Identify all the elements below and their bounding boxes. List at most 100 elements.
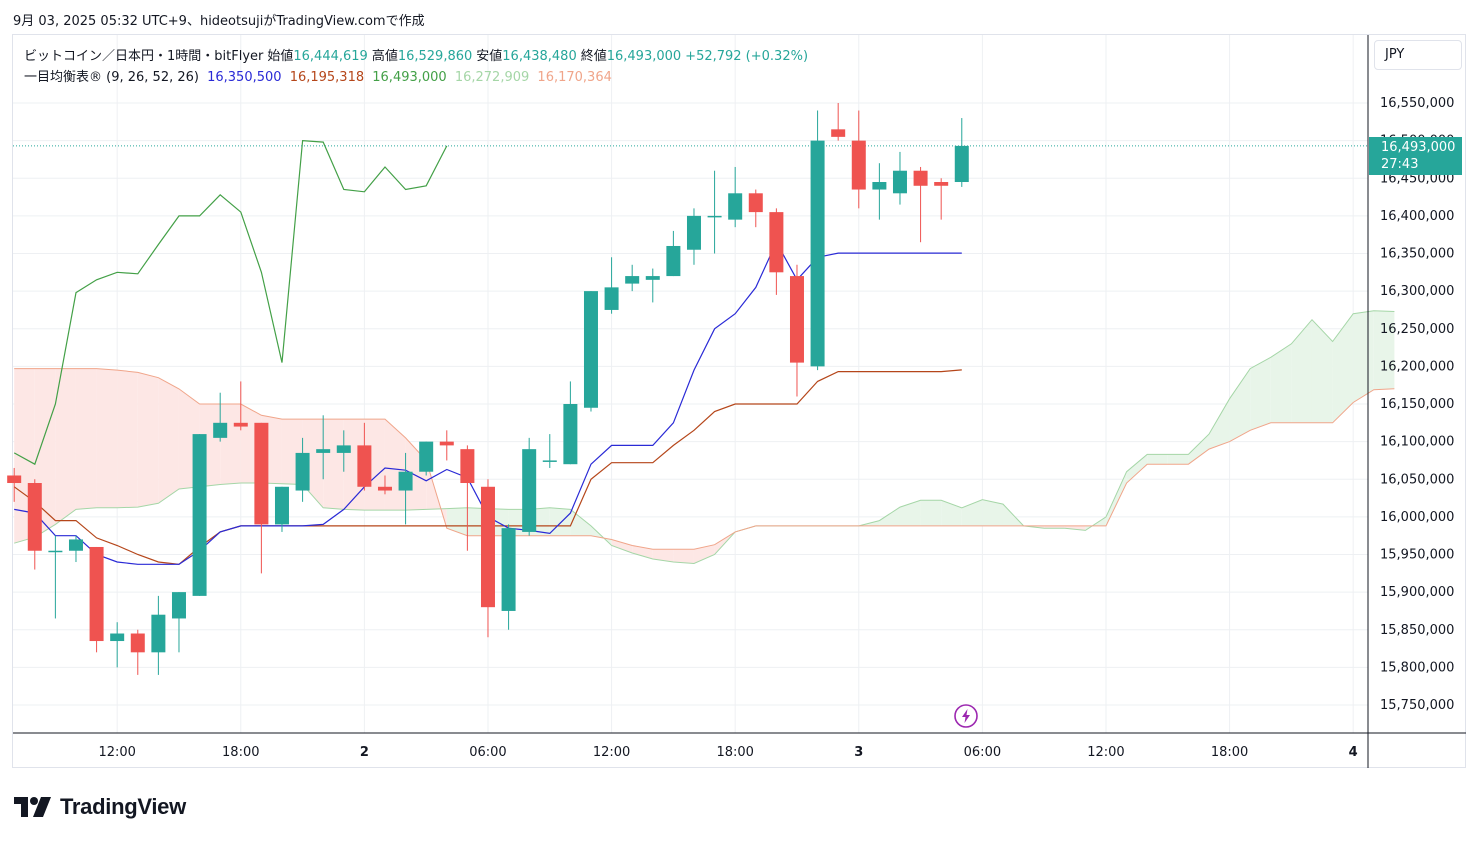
last-price-value: 16,493,000 [1381, 140, 1456, 155]
candle-body [254, 422, 269, 525]
cloud-segment [941, 500, 962, 526]
cloud-segment [652, 549, 674, 563]
candle-body [27, 483, 42, 551]
cloud-segment [1332, 313, 1354, 423]
indicator-legend[interactable]: 一目均衡表® (9, 26, 52, 26) 16,350,500 16,195… [24, 66, 616, 85]
candle-down [254, 422, 269, 574]
candle-down [357, 422, 372, 491]
candles [7, 103, 969, 675]
chikou-value: 16,493,000 [372, 70, 447, 85]
currency-button[interactable]: JPY [1374, 40, 1462, 70]
y-tick-label: 16,150,000 [1380, 397, 1454, 412]
y-tick-label: 15,750,000 [1380, 698, 1454, 713]
flash-icon[interactable] [953, 703, 979, 729]
candle-up [213, 392, 228, 442]
cloud-segment [570, 509, 591, 536]
candle-up [810, 110, 825, 371]
candle-body [151, 614, 166, 653]
candle-down [439, 430, 454, 461]
cloud-segment [982, 499, 1003, 526]
cloud-segment [590, 525, 612, 546]
y-tick-label: 16,100,000 [1380, 435, 1454, 450]
cloud-segment [96, 368, 118, 508]
candle-down [130, 629, 145, 675]
y-tick-label: 16,200,000 [1380, 359, 1454, 374]
close-value: 16,493,000 [606, 49, 682, 64]
y-tick-label: 15,800,000 [1380, 660, 1454, 675]
candle-body [728, 193, 743, 220]
y-tick-label: 16,550,000 [1380, 96, 1454, 111]
cloud-segment [1311, 319, 1333, 423]
y-tick-label: 16,250,000 [1380, 322, 1454, 337]
candle-body [789, 276, 804, 363]
span-a-line [14, 310, 1395, 565]
candle-up [419, 441, 434, 476]
candle-up [295, 437, 310, 502]
y-tick-label: 15,900,000 [1380, 585, 1454, 600]
cloud-segment [1250, 357, 1271, 431]
span-b-value: 16,170,364 [537, 70, 612, 85]
candle-body [686, 215, 701, 250]
candle-body [274, 486, 289, 525]
open-label: 始値 [267, 49, 294, 64]
x-tick-label: 06:00 [469, 745, 506, 760]
y-tick-label: 16,000,000 [1380, 510, 1454, 525]
y-tick-label: 16,350,000 [1380, 247, 1454, 262]
candle-body [831, 129, 846, 137]
high-label: 高値 [371, 49, 398, 64]
candle-body [48, 550, 63, 553]
y-tick-label: 15,850,000 [1380, 623, 1454, 638]
cloud-segment [137, 372, 159, 508]
cloud-segment [1147, 454, 1168, 465]
cloud-segment [158, 377, 179, 504]
candle-body [233, 422, 248, 427]
cloud-segment [1064, 525, 1086, 531]
cloud-segment [1291, 319, 1312, 423]
tradingview-logo[interactable]: TradingView [14, 794, 186, 820]
axes: 15,750,000 15,800,000 15,850,000 15,900,000… [13, 35, 1466, 768]
candle-down [89, 546, 104, 653]
tradingview-logo-icon [14, 797, 51, 817]
candle-up [563, 381, 578, 465]
symbol-legend[interactable]: ビットコイン／日本円・1時間・bitFlyer 始値16,444,619 高値16,… [24, 45, 812, 64]
cloud-segment [632, 545, 653, 560]
candle-body [130, 633, 145, 653]
cloud-segment [1188, 434, 1209, 465]
cloud-segment [1167, 454, 1189, 465]
x-tick-label: 18:00 [1211, 745, 1248, 760]
symbol-name[interactable]: ビットコイン／日本円・1時間・bitFlyer [24, 49, 264, 64]
cloud-segment [693, 544, 715, 564]
x-tick-label: 2 [360, 745, 369, 760]
candle-up [604, 257, 619, 314]
candle-up [583, 291, 598, 412]
indicator-name[interactable]: 一目均衡表® (9, 26, 52, 26) [24, 70, 199, 85]
cloud-segment [343, 419, 365, 511]
candle-up [110, 622, 125, 668]
cloud-segment [220, 404, 241, 485]
candle-down [851, 110, 866, 209]
candle-up [954, 118, 969, 187]
candle-body [934, 182, 949, 186]
candle-down [460, 445, 475, 551]
logo-text: TradingView [60, 794, 186, 819]
candle-up [686, 208, 701, 265]
candle-body [707, 215, 722, 218]
candle-down [789, 264, 804, 397]
low-label: 安値 [476, 49, 503, 64]
close-label: 終値 [580, 49, 607, 64]
tenkan-value: 16,350,500 [207, 70, 282, 85]
candle-body [645, 276, 660, 280]
candle-up [892, 151, 907, 205]
candle-body [810, 140, 825, 367]
y-tick-label: 16,400,000 [1380, 209, 1454, 224]
cloud-segment [899, 500, 921, 526]
candle-body [171, 592, 186, 619]
cloud-segment [1270, 343, 1292, 423]
candle-body [460, 449, 475, 484]
y-tick-label: 16,300,000 [1380, 284, 1454, 299]
candle-body [213, 422, 228, 438]
candle-body [357, 445, 372, 487]
y-tick-label: 16,050,000 [1380, 472, 1454, 487]
candle-body [872, 182, 887, 190]
